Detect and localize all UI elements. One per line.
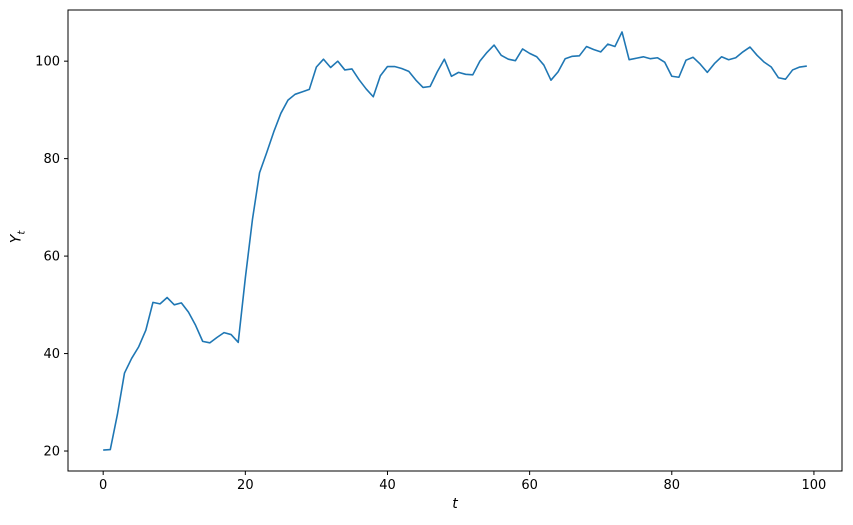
x-tick-label: 80 — [664, 478, 681, 493]
y-axis-label-base: Y — [8, 234, 25, 244]
y-tick-label: 20 — [43, 445, 60, 460]
x-tick-label: 40 — [379, 478, 396, 493]
x-axis-label: t — [452, 496, 458, 512]
x-tick-label: 60 — [521, 478, 538, 493]
y-axis-label: Yt — [9, 231, 28, 243]
y-tick-label: 80 — [43, 152, 60, 167]
x-tick-label: 100 — [802, 478, 827, 493]
y-tick-label: 60 — [43, 250, 60, 265]
series-line — [103, 31, 807, 451]
y-axis-label-subscript: t — [16, 230, 28, 235]
x-tick-label: 20 — [237, 478, 254, 493]
y-tick-label: 100 — [35, 55, 60, 70]
y-tick-label: 40 — [43, 347, 60, 362]
plot-border — [67, 9, 843, 472]
x-tick-label: 0 — [99, 478, 107, 493]
